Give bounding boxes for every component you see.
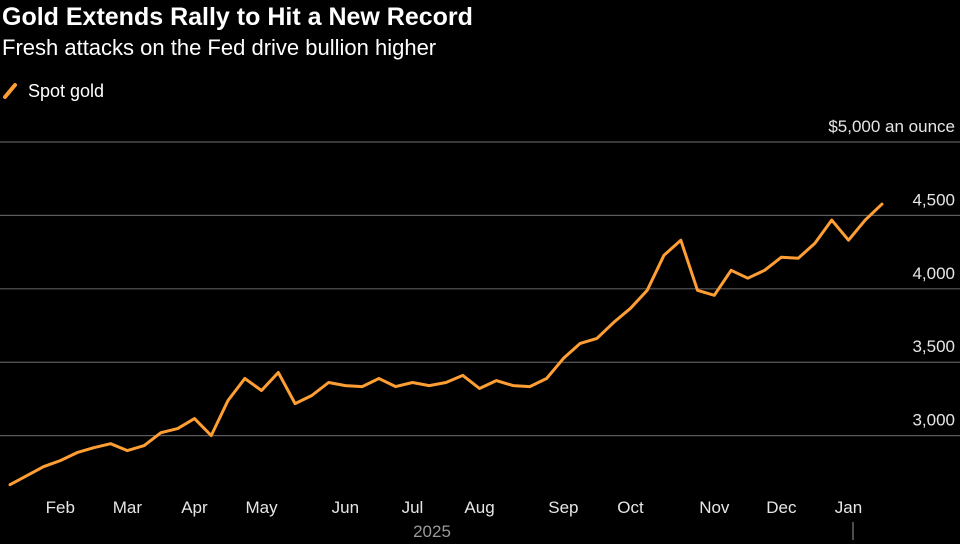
x-tick-label: Mar: [113, 498, 143, 517]
legend-label: Spot gold: [28, 81, 104, 101]
y-tick-label: 3,000: [912, 411, 955, 430]
x-tick-label: Feb: [46, 498, 75, 517]
x-tick-label: Dec: [766, 498, 797, 517]
year-label: 2025: [413, 522, 451, 541]
y-tick-label: 4,500: [912, 190, 955, 209]
x-tick-label: Oct: [617, 498, 644, 517]
x-tick-label: May: [245, 498, 278, 517]
x-tick-label: Aug: [464, 498, 494, 517]
x-tick-label: Nov: [699, 498, 730, 517]
y-tick-label: 3,500: [912, 337, 955, 356]
y-tick-label: $5,000 an ounce: [828, 117, 955, 136]
x-tick-label: Sep: [548, 498, 578, 517]
chart-title: Gold Extends Rally to Hit a New Record: [2, 3, 473, 31]
x-tick-label: Jun: [332, 498, 359, 517]
x-tick-label: Jan: [835, 498, 862, 517]
series-line: [8, 202, 884, 487]
x-tick-label: Jul: [402, 498, 424, 517]
x-tick-label: Apr: [181, 498, 208, 517]
chart-subtitle: Fresh attacks on the Fed drive bullion h…: [2, 35, 436, 60]
legend-swatch: [3, 83, 17, 99]
y-tick-label: 4,000: [912, 264, 955, 283]
